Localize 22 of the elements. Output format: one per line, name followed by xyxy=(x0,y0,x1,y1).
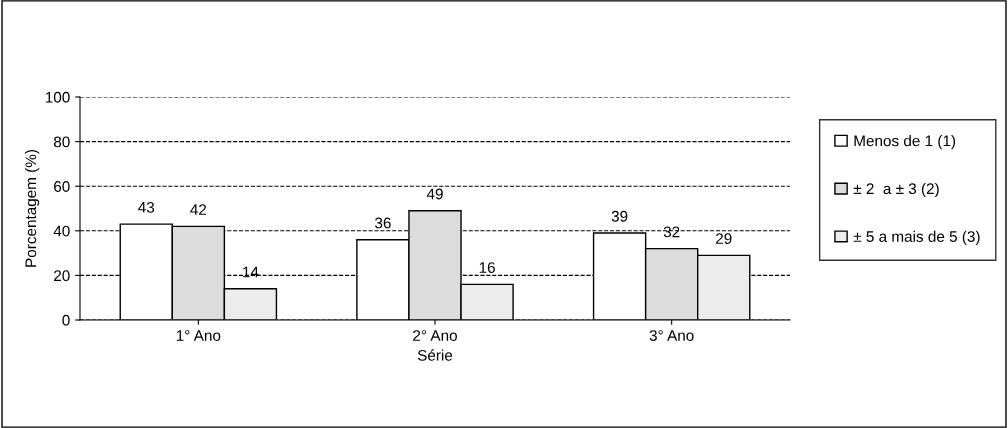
data-label: 43 xyxy=(138,201,155,213)
data-label: 39 xyxy=(611,210,628,222)
legend-label: ± 2 a ± 3 (2) xyxy=(853,182,939,198)
y-axis-title: Porcentagem (%) xyxy=(24,150,40,267)
y-tick-label: 20 xyxy=(54,270,70,282)
legend-label: ± 5 a mais de 5 (3) xyxy=(853,230,980,245)
data-label: 14 xyxy=(243,266,259,278)
x-tick-label: 3° Ano xyxy=(649,330,694,341)
legend-label: Menos de 1 (1) xyxy=(854,135,956,150)
data-label: 49 xyxy=(426,188,443,200)
x-tick-label: 1° Ano xyxy=(176,330,221,341)
y-tick-label: 100 xyxy=(45,91,70,103)
data-label: 42 xyxy=(190,204,207,215)
x-tick-label: 2° Ano xyxy=(413,330,457,341)
data-label: 16 xyxy=(479,262,495,273)
x-axis-title: Série xyxy=(417,349,453,361)
y-tick-label: 80 xyxy=(53,136,70,148)
y-tick-label: 0 xyxy=(62,314,70,326)
y-tick-label: 60 xyxy=(54,181,70,192)
data-label: 36 xyxy=(375,217,391,229)
y-tick-label: 40 xyxy=(53,225,70,237)
data-label: 29 xyxy=(716,233,732,244)
